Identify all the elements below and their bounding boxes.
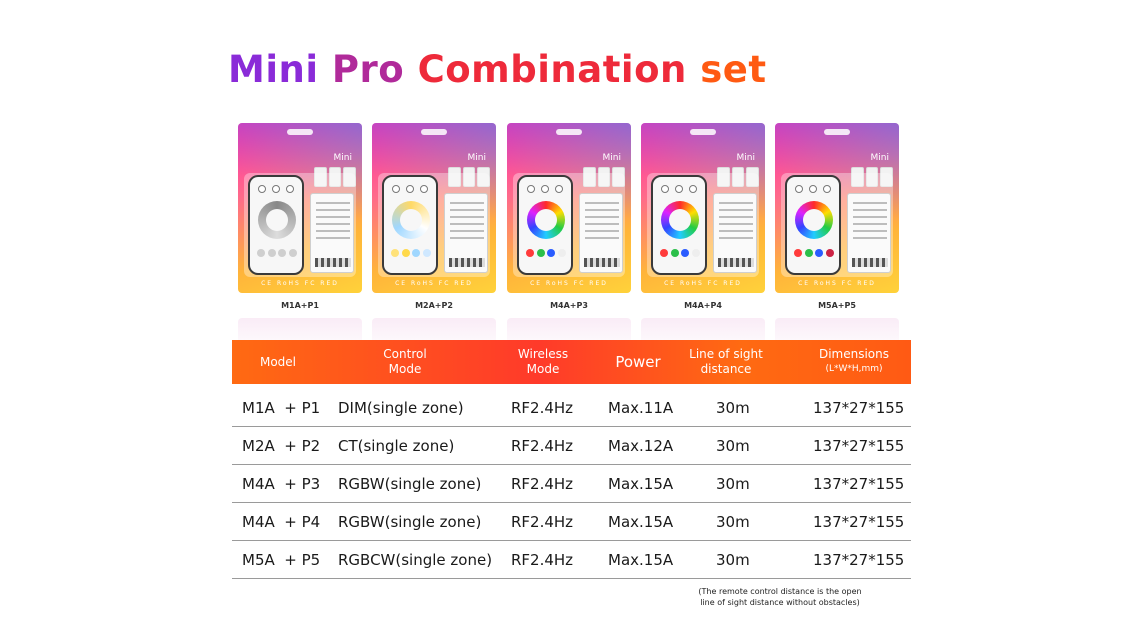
brand-label: Mini xyxy=(333,153,352,163)
cell-wireless-mode: RF2.4Hz xyxy=(511,513,574,531)
touch-ring xyxy=(527,201,565,239)
title-word-set: set xyxy=(700,48,767,91)
product-name: M5A+P5 xyxy=(818,301,856,310)
product-gallery: Mini CE RoHS FC RED M1A+P1 Mini xyxy=(238,123,899,354)
cell-distance: 30m xyxy=(716,437,750,455)
receiver-image xyxy=(444,193,488,273)
brand-label: Mini xyxy=(602,153,621,163)
product-package-image: Mini CE RoHS FC RED xyxy=(372,123,496,293)
table-row: M4A + P4 RGBW(single zone) RF2.4Hz Max.1… xyxy=(232,503,911,541)
remote-control-image xyxy=(651,175,707,275)
certification-marks: CE RoHS FC RED xyxy=(664,280,742,287)
cell-dimensions: 137*27*155 xyxy=(813,551,905,569)
header-model: Model xyxy=(259,354,297,369)
product-name: M4A+P4 xyxy=(684,301,722,310)
header-control-mode: Control Mode xyxy=(383,347,427,376)
cell-model: M4A + P4 xyxy=(242,513,321,531)
cell-dimensions: 137*27*155 xyxy=(813,437,905,455)
cell-distance: 30m xyxy=(716,399,750,417)
product-name: M2A+P2 xyxy=(415,301,453,310)
header-power: Power xyxy=(615,352,661,371)
receiver-image xyxy=(579,193,623,273)
cell-power: Max.15A xyxy=(608,475,674,493)
cell-model: M5A + P5 xyxy=(242,551,321,569)
cell-wireless-mode: RF2.4Hz xyxy=(511,399,574,417)
table-row: M5A + P5 RGBCW(single zone) RF2.4Hz Max.… xyxy=(232,541,911,579)
receiver-image xyxy=(847,193,891,273)
footnote: (The remote control distance is the open… xyxy=(698,587,862,607)
touch-ring xyxy=(392,201,430,239)
cell-distance: 30m xyxy=(716,475,750,493)
touch-ring xyxy=(661,201,699,239)
product-package-image: Mini CE RoHS FC RED xyxy=(641,123,765,293)
cell-wireless-mode: RF2.4Hz xyxy=(511,551,574,569)
certification-marks: CE RoHS FC RED xyxy=(798,280,876,287)
spec-table-header: Model Control Mode Wireless Mode Power L… xyxy=(232,340,911,384)
cell-power: Max.11A xyxy=(608,399,674,417)
certification-marks: CE RoHS FC RED xyxy=(530,280,608,287)
cell-control-mode: RGBW(single zone) xyxy=(338,513,482,531)
remote-control-image xyxy=(382,175,438,275)
product-card: Mini CE RoHS FC RED M4A+P3 xyxy=(507,123,631,354)
cell-wireless-mode: RF2.4Hz xyxy=(511,437,574,455)
certification-marks: CE RoHS FC RED xyxy=(261,280,339,287)
page-title: Mini Pro Combination set xyxy=(228,48,767,91)
product-package-image: Mini CE RoHS FC RED xyxy=(238,123,362,293)
cell-wireless-mode: RF2.4Hz xyxy=(511,475,574,493)
cell-model: M1A + P1 xyxy=(242,399,321,417)
product-name: M4A+P3 xyxy=(550,301,588,310)
touch-ring xyxy=(795,201,833,239)
cell-dimensions: 137*27*155 xyxy=(813,513,905,531)
remote-control-image xyxy=(785,175,841,275)
brand-label: Mini xyxy=(870,153,889,163)
cell-dimensions: 137*27*155 xyxy=(813,399,905,417)
title-word-mini: Mini xyxy=(228,48,319,91)
header-dimensions: Dimensions (L*W*H,mm) xyxy=(818,347,890,374)
title-word-combination: Combination xyxy=(417,48,687,91)
table-row: M4A + P3 RGBW(single zone) RF2.4Hz Max.1… xyxy=(232,465,911,503)
product-name: M1A+P1 xyxy=(281,301,319,310)
product-package-image: Mini CE RoHS FC RED xyxy=(507,123,631,293)
cell-power: Max.15A xyxy=(608,513,674,531)
cell-control-mode: CT(single zone) xyxy=(338,437,455,455)
cell-distance: 30m xyxy=(716,551,750,569)
product-package-image: Mini CE RoHS FC RED xyxy=(775,123,899,293)
cell-control-mode: RGBW(single zone) xyxy=(338,475,482,493)
cell-model: M2A + P2 xyxy=(242,437,321,455)
remote-control-image xyxy=(517,175,573,275)
touch-ring xyxy=(258,201,296,239)
table-row: M1A + P1 DIM(single zone) RF2.4Hz Max.11… xyxy=(232,389,911,427)
certification-marks: CE RoHS FC RED xyxy=(395,280,473,287)
table-row: M2A + P2 CT(single zone) RF2.4Hz Max.12A… xyxy=(232,427,911,465)
cell-model: M4A + P3 xyxy=(242,475,321,493)
cell-control-mode: RGBCW(single zone) xyxy=(338,551,493,569)
receiver-image xyxy=(310,193,354,273)
cell-power: Max.15A xyxy=(608,551,674,569)
brand-label: Mini xyxy=(736,153,755,163)
product-card: Mini CE RoHS FC RED M5A+P5 xyxy=(775,123,899,354)
remote-control-image xyxy=(248,175,304,275)
product-card: Mini CE RoHS FC RED M1A+P1 xyxy=(238,123,362,354)
cell-power: Max.12A xyxy=(608,437,674,455)
cell-distance: 30m xyxy=(716,513,750,531)
product-card: Mini CE RoHS FC RED M4A+P4 xyxy=(641,123,765,354)
title-word-pro: Pro xyxy=(331,48,405,91)
brand-label: Mini xyxy=(467,153,486,163)
header-line-of-sight: Line of sight distance xyxy=(689,347,763,376)
receiver-image xyxy=(713,193,757,273)
header-wireless-mode: Wireless Mode xyxy=(517,347,569,376)
cell-control-mode: DIM(single zone) xyxy=(338,399,464,417)
cell-dimensions: 137*27*155 xyxy=(813,475,905,493)
product-card: Mini CE RoHS FC RED M2A+P2 xyxy=(372,123,496,354)
